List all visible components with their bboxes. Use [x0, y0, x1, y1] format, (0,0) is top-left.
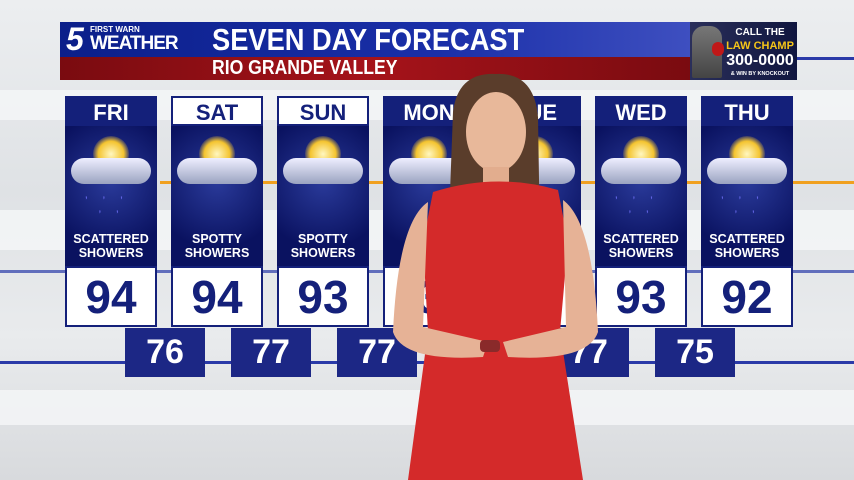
day-label: THU [701, 96, 793, 126]
condition-line: SHOWERS [714, 246, 780, 260]
ad-line: LAW CHAMP [726, 40, 794, 52]
sun-cloud-icon: SPOTTY SHOWERS [171, 126, 263, 266]
region-subtitle: RIO GRANDE VALLEY [212, 57, 398, 79]
presenter [393, 73, 598, 480]
ad-phone: 300-0000 [726, 52, 794, 69]
sun-cloud-icon: SPOTTY SHOWERS [277, 126, 369, 266]
low-temp: 75 [655, 328, 735, 377]
condition-line: SCATTERED [603, 232, 679, 246]
day-card-thu: THU ’ ’ ’ ’ ’ SCATTERED SHOWERS 92 [701, 96, 793, 327]
condition-line: SCATTERED [73, 232, 149, 246]
high-temp: 92 [701, 266, 793, 327]
ad-line: CALL THE [735, 27, 785, 38]
high-temp: 93 [595, 266, 687, 327]
logo-word: WEATHER [90, 33, 179, 54]
day-card-sat: SAT SPOTTY SHOWERS 94 [171, 96, 263, 327]
station-logo: 5 [66, 21, 84, 57]
high-temp: 94 [65, 266, 157, 327]
sun-cloud-rain-icon: ’ ’ ’ ’ ’ SCATTERED SHOWERS [65, 126, 157, 266]
sun-cloud-rain-icon: ’ ’ ’ ’ ’ SCATTERED SHOWERS [701, 126, 793, 266]
page-title: SEVEN DAY FORECAST [212, 22, 525, 57]
condition-line: SHOWERS [78, 246, 144, 260]
high-temp: 94 [171, 266, 263, 327]
condition-line: SPOTTY [297, 232, 348, 246]
bg-line [797, 57, 854, 60]
low-temp: 77 [337, 328, 417, 377]
day-label: WED [595, 96, 687, 126]
high-temp: 93 [277, 266, 369, 327]
sun-cloud-rain-icon: ’ ’ ’ ’ ’ SCATTERED SHOWERS [595, 126, 687, 266]
title-banner: 5 FIRST WARN WEATHER SEVEN DAY FORECAST … [60, 22, 690, 80]
ad-line: & WIN BY KNOCKOUT [730, 71, 790, 77]
day-label: SAT [171, 96, 263, 126]
sponsor-ad: CALL THE LAW CHAMP 300-0000 & WIN BY KNO… [690, 22, 797, 80]
day-card-fri: FRI ’ ’ ’ ’ ’ SCATTERED SHOWERS 94 [65, 96, 157, 327]
condition-line: SPOTTY [191, 232, 242, 246]
logo-tag: FIRST WARN [90, 25, 140, 34]
condition-line: SHOWERS [184, 246, 250, 260]
condition-line: SHOWERS [290, 246, 356, 260]
day-label: FRI [65, 96, 157, 126]
day-label: SUN [277, 96, 369, 126]
low-temp: 76 [125, 328, 205, 377]
condition-line: SCATTERED [709, 232, 785, 246]
day-card-sun: SUN SPOTTY SHOWERS 93 [277, 96, 369, 327]
low-temp: 77 [231, 328, 311, 377]
condition-line: SHOWERS [608, 246, 674, 260]
day-card-wed: WED ’ ’ ’ ’ ’ SCATTERED SHOWERS 93 [595, 96, 687, 327]
